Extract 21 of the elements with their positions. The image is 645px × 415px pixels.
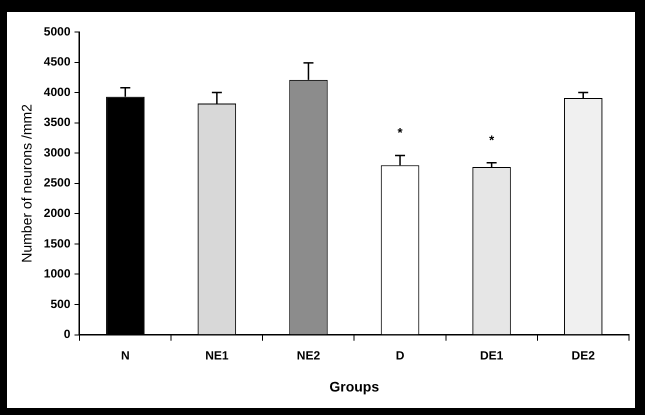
x-axis-title: Groups <box>329 378 380 394</box>
x-tick-label: NE2 <box>296 348 320 362</box>
y-tick-label: 500 <box>50 296 71 311</box>
y-tick-label: 1500 <box>44 236 71 250</box>
x-tick-label: DE1 <box>480 348 504 362</box>
y-tick-label: 4000 <box>44 84 71 99</box>
y-tick-label: 3000 <box>44 145 71 160</box>
y-tick-label: 4500 <box>44 54 71 69</box>
y-tick-label: 2500 <box>44 176 71 190</box>
y-tick-label: 0 <box>64 327 71 342</box>
y-tick-label: 1000 <box>44 266 71 281</box>
x-tick-label: DE2 <box>572 348 596 362</box>
x-tick-label: N <box>120 348 130 362</box>
y-tick-label: 3500 <box>44 115 71 130</box>
x-tick-label: NE1 <box>205 348 229 362</box>
y-tick-label: 5000 <box>44 24 71 38</box>
x-tick-label: D <box>396 348 405 362</box>
annotation: * <box>489 132 496 148</box>
y-tick-label: 2000 <box>44 206 71 220</box>
annotation: * <box>398 125 404 140</box>
y-axis-title: Number of neurons /mm2 <box>18 104 34 263</box>
